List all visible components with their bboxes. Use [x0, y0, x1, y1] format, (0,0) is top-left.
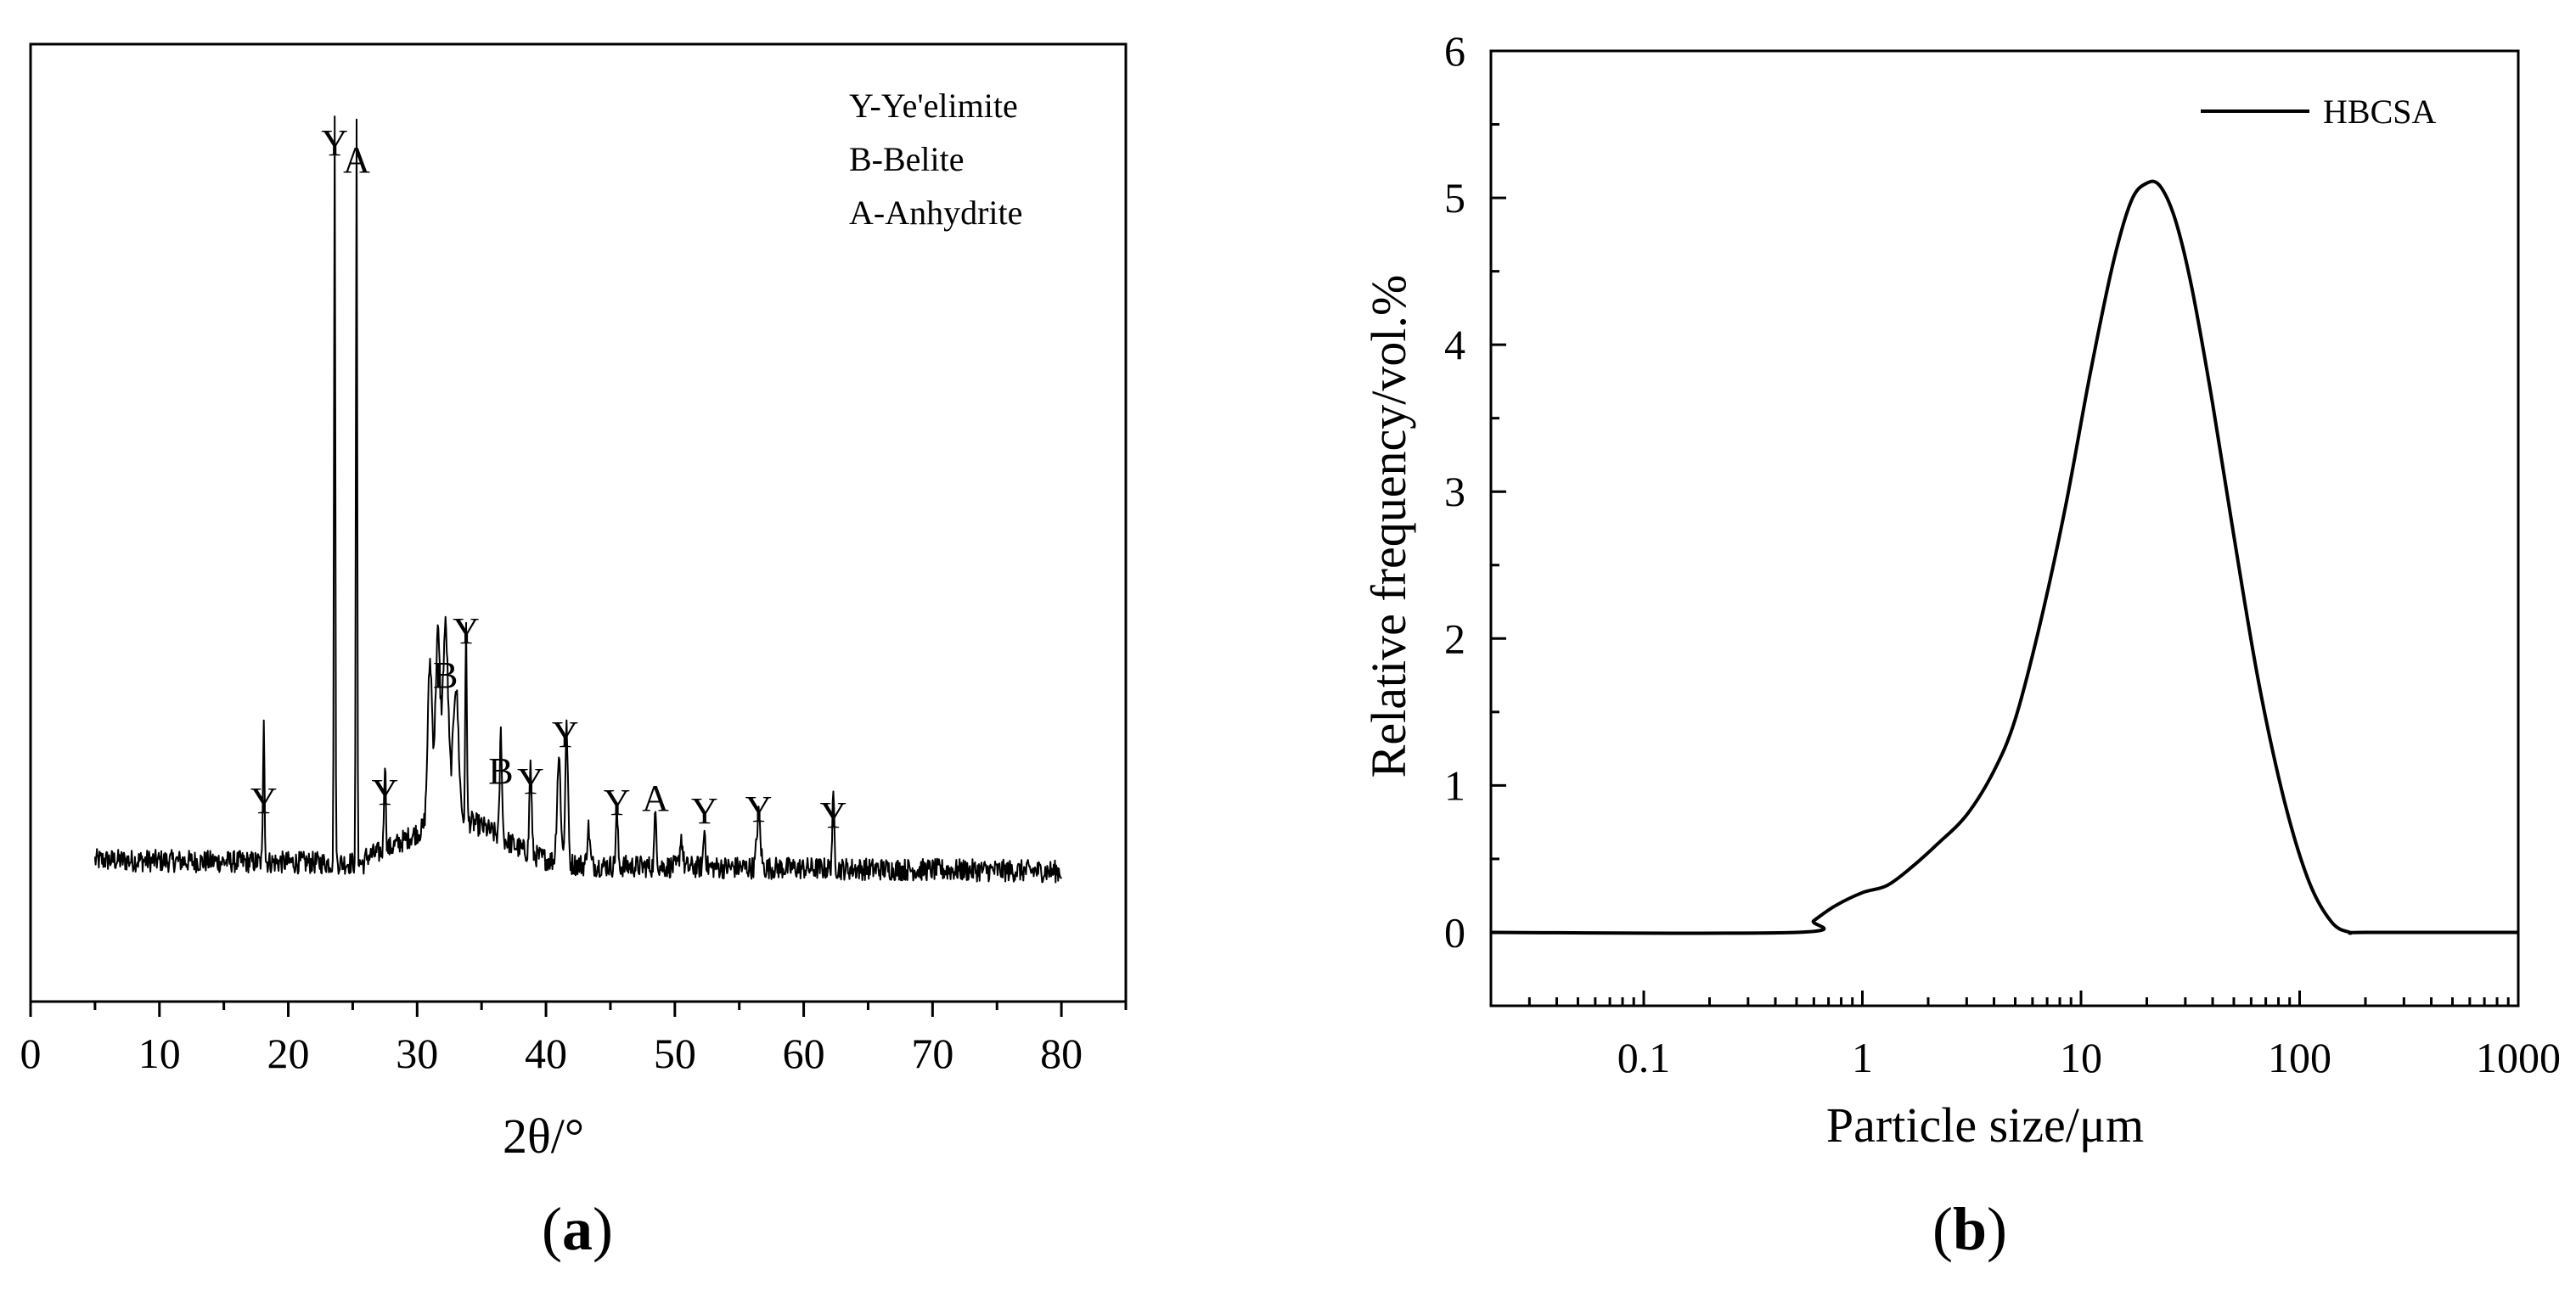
panel-a-peak-label: Y — [745, 789, 773, 830]
panel-a-x-axis-title: 2θ/° — [503, 1109, 584, 1164]
panel-b-x-axis-title: Particle size/μm — [1826, 1097, 2144, 1153]
panel-b-y-axis-title: Relative frequency/vol.% — [1361, 275, 1416, 778]
panel-b-legend-label: HBCSA — [2323, 93, 2436, 131]
panel-b-x-tick-label: 10 — [2060, 1034, 2102, 1081]
panel-b-y-axis-ticks — [1491, 49, 1506, 934]
panel-b-x-tick-label: 100 — [2268, 1034, 2331, 1081]
panel-b-y-tick-label: 6 — [1444, 27, 1465, 75]
panel-a-x-tick-label: 60 — [783, 1030, 825, 1077]
panel-a-legend-belite: B-Belite — [849, 140, 965, 178]
panel-b-x-tick-label: 1000 — [2476, 1034, 2561, 1081]
panel-a-x-tick-label: 10 — [138, 1030, 181, 1077]
panel-b-y-tick-label: 4 — [1444, 321, 1465, 368]
panel-b-x-tick-label: 0.1 — [1617, 1034, 1671, 1081]
panel-a-peak-label: Y — [371, 772, 398, 813]
panel-a-xrd-trace — [93, 115, 1062, 884]
panel-a-peak-label: Y — [321, 122, 348, 164]
panel-a-x-axis-tick-labels: 0 10 20 30 40 50 60 70 80 — [20, 1030, 1083, 1077]
panel-a-peak-label: Y — [250, 780, 278, 822]
panel-b-caption: (b) — [1932, 1195, 2007, 1263]
panel-a-peak-label: Y — [691, 790, 718, 832]
panel-b-plot-frame — [1489, 49, 2520, 1008]
panel-a-x-axis-ticks — [29, 1002, 1128, 1017]
panel-a-x-tick-label: 30 — [396, 1030, 438, 1077]
panel-b-y-tick-label: 1 — [1444, 761, 1465, 809]
panel-a-x-tick-label: 0 — [20, 1030, 42, 1077]
panel-a-peak-label: Y — [453, 610, 480, 652]
panel-a-peak-label: Y — [552, 714, 579, 755]
panel-b-y-tick-label: 5 — [1444, 174, 1465, 222]
panel-a-legend-ye-elimite: Y-Ye'elimite — [849, 87, 1018, 125]
panel-b-y-tick-label: 0 — [1444, 908, 1465, 956]
panel-a-x-tick-label: 80 — [1040, 1030, 1083, 1077]
panel-a-x-tick-label: 20 — [267, 1030, 310, 1077]
panel-a-peak-label: Y — [517, 761, 544, 802]
panel-a-peak-label: B — [433, 654, 458, 696]
panel-b-y-tick-label: 3 — [1444, 468, 1465, 515]
panel-a-caption: (a) — [542, 1195, 613, 1263]
panel-a-peak-label: Y — [604, 782, 631, 823]
panel-a-plot-frame — [29, 42, 1128, 1003]
panel-b-x-axis-ticks — [1489, 991, 2520, 1006]
panel-a-peak-label: B — [488, 750, 513, 792]
panel-a-peak-label: A — [343, 139, 370, 181]
panel-a-x-tick-label: 40 — [525, 1030, 567, 1077]
panel-b-x-axis-tick-labels: 0.1 1 10 100 1000 — [1617, 1034, 2561, 1081]
panel-b-y-tick-label: 2 — [1444, 615, 1465, 662]
panel-a-x-tick-label: 70 — [911, 1030, 953, 1077]
panel-b-hbcsa-curve — [1490, 179, 2518, 935]
panel-a-legend-anhydrite: A-Anhydrite — [849, 194, 1022, 232]
panel-b-y-axis-tick-labels: 0 1 2 3 4 5 6 — [1444, 27, 1465, 956]
panel-a-x-tick-label: 50 — [654, 1030, 696, 1077]
panel-a-peak-label: Y — [820, 794, 847, 836]
panel-b-x-tick-label: 1 — [1852, 1034, 1873, 1081]
panel-a-peak-label: A — [642, 777, 669, 819]
panel-b-particle-size-chart: 0.1 1 10 100 1000 0 1 2 3 4 5 6 HBCSA Particle siz… — [1361, 27, 2561, 1263]
